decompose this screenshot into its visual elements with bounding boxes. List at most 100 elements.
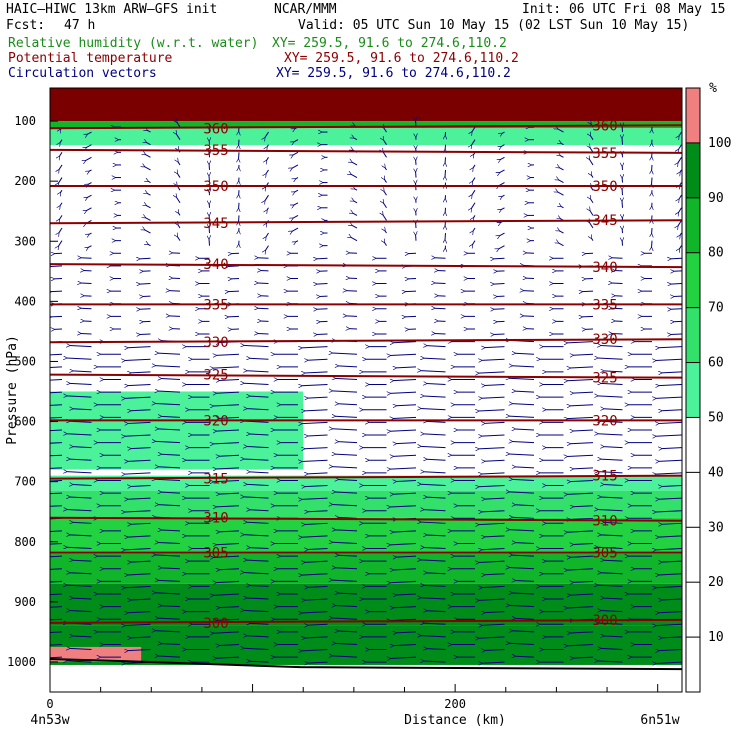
colorbar-label: 90 xyxy=(708,191,724,206)
circulation-vector xyxy=(573,354,594,355)
theta-label: 300 xyxy=(592,613,617,629)
circulation-vector xyxy=(128,384,151,385)
circulation-vector xyxy=(219,417,240,418)
circulation-vector xyxy=(247,371,269,372)
theta-label: 345 xyxy=(592,213,617,229)
circulation-vector xyxy=(494,258,505,259)
circulation-vector xyxy=(178,213,181,216)
circulation-vector xyxy=(390,468,417,469)
circulation-vector xyxy=(512,404,535,405)
circulation-vector xyxy=(335,492,358,493)
circulation-vector xyxy=(662,485,682,486)
circulation-vector xyxy=(338,480,358,481)
circulation-vector xyxy=(427,649,446,650)
circulation-vector xyxy=(494,334,505,335)
rh-band xyxy=(50,391,304,470)
circulation-vector xyxy=(50,631,63,634)
circulation-vector xyxy=(258,258,269,259)
circulation-vector xyxy=(266,157,269,160)
theta-label: 360 xyxy=(592,118,617,134)
circulation-vector xyxy=(247,598,269,599)
circulation-vector xyxy=(50,505,63,507)
circulation-vector xyxy=(512,555,535,556)
circulation-vector xyxy=(247,560,269,561)
circulation-vector xyxy=(59,164,63,170)
circulation-vector xyxy=(351,174,358,178)
circulation-vector xyxy=(317,309,328,310)
circulation-vector xyxy=(512,366,535,367)
circulation-vector xyxy=(570,443,594,444)
circulation-vector xyxy=(131,448,151,449)
circulation-vector xyxy=(557,129,564,133)
init-time: Init: 06 UTC Fri 08 May 15 xyxy=(522,2,726,17)
circulation-vector xyxy=(390,506,417,507)
circulation-vector xyxy=(244,610,269,611)
circulation-vector xyxy=(601,611,623,612)
theta-isoline xyxy=(50,516,682,522)
circulation-vector xyxy=(679,194,682,199)
circulation-vector xyxy=(589,222,594,229)
circulation-vector xyxy=(509,643,535,644)
circulation-vector xyxy=(679,245,682,249)
field-label-theta: Potential temperature xyxy=(8,51,173,66)
circulation-vector xyxy=(601,421,623,422)
circulation-vector xyxy=(146,205,151,209)
rh-band xyxy=(50,475,682,491)
circulation-vector xyxy=(247,484,269,485)
circulation-vector xyxy=(70,459,92,460)
colorbar-label: 60 xyxy=(708,356,724,371)
circulation-vector xyxy=(50,580,63,583)
circulation-vector xyxy=(155,555,181,556)
circulation-vector xyxy=(671,309,682,310)
circulation-vector xyxy=(67,358,92,359)
circulation-vector xyxy=(158,542,181,543)
circulation-vector xyxy=(473,164,476,168)
circulation-vector xyxy=(144,167,151,171)
circulation-vector xyxy=(604,522,623,523)
circulation-vector xyxy=(81,258,92,259)
theta-label: 360 xyxy=(203,121,228,137)
circulation-vector xyxy=(479,410,505,411)
model-title: HAIC–HIWC 13km ARW–GFS init xyxy=(6,2,218,17)
circulation-vector xyxy=(424,661,446,662)
circulation-vector xyxy=(515,618,535,619)
circulation-vector xyxy=(51,291,63,292)
circulation-vector xyxy=(515,543,535,544)
circulation-vector xyxy=(405,316,417,317)
theta-label: 310 xyxy=(203,511,228,527)
circulation-vector xyxy=(158,580,181,581)
theta-label: 325 xyxy=(592,371,617,387)
circulation-vector xyxy=(87,131,92,134)
circulation-vector xyxy=(216,430,240,431)
circulation-vector xyxy=(662,523,682,524)
x-start-label: 4n53w xyxy=(30,713,69,728)
circulation-vector xyxy=(161,454,181,455)
circulation-vector xyxy=(267,207,269,211)
circulation-vector xyxy=(346,316,358,317)
colorbar-swatch xyxy=(686,252,700,308)
circulation-vector xyxy=(590,135,594,140)
circulation-vector xyxy=(140,284,151,285)
circulation-vector xyxy=(73,447,92,448)
circulation-vector xyxy=(50,404,63,406)
circulation-vector xyxy=(659,498,682,499)
circulation-vector xyxy=(177,173,181,178)
circulation-vector xyxy=(305,599,328,600)
circulation-vector xyxy=(51,316,63,317)
circulation-vector xyxy=(612,308,623,309)
circulation-vector xyxy=(131,485,151,486)
circulation-vector xyxy=(216,657,240,658)
circulation-vector xyxy=(427,573,446,574)
circulation-vector xyxy=(427,421,446,422)
circulation-vector xyxy=(338,442,358,443)
rh-band xyxy=(50,646,142,662)
circulation-vector xyxy=(482,359,505,360)
circulation-vector xyxy=(485,498,505,499)
valid-time: Valid: 05 UTC Sun 10 May 15 (02 LST Sun … xyxy=(298,18,690,33)
circulation-vector xyxy=(427,459,446,460)
rh-band xyxy=(50,121,682,129)
circulation-vector xyxy=(247,446,269,447)
circulation-vector xyxy=(144,230,151,234)
theta-label: 330 xyxy=(203,335,228,351)
circulation-vector xyxy=(213,480,240,481)
